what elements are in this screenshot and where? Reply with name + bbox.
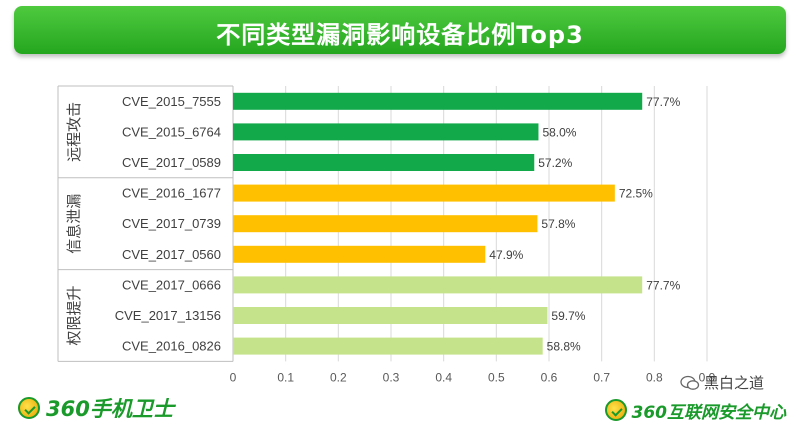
bar: [233, 337, 543, 355]
data-label: 58.0%: [542, 125, 576, 139]
x-tick-label: 0.5: [488, 370, 505, 384]
bar: [233, 215, 538, 233]
category-label: CVE_2017_0589: [122, 155, 221, 170]
data-label: 72.5%: [619, 187, 653, 201]
360-badge-icon: [18, 397, 40, 419]
bar: [233, 184, 615, 202]
x-tick-label: 0.1: [277, 370, 294, 384]
category-label: CVE_2016_1677: [122, 186, 221, 201]
title-banner: 不同类型漏洞影响设备比例Top3: [14, 6, 786, 54]
bar: [233, 92, 643, 110]
bar: [233, 123, 539, 141]
data-label: 77.7%: [646, 95, 680, 109]
category-label: CVE_2017_13156: [115, 308, 221, 323]
x-tick-label: 0.6: [541, 370, 558, 384]
category-label: CVE_2016_0826: [122, 339, 221, 354]
bar: [233, 276, 643, 294]
category-label: CVE_2017_0666: [122, 277, 221, 292]
bar: [233, 154, 535, 171]
data-label: 57.2%: [538, 156, 572, 170]
x-tick-label: 0.3: [383, 370, 400, 384]
logo-left-text: 360手机卫士: [46, 397, 174, 421]
category-label: CVE_2015_7555: [122, 94, 221, 109]
data-label: 47.9%: [489, 248, 523, 262]
group-label: 权限提升: [65, 285, 83, 345]
logo-right-text: 360互联网安全中心: [631, 402, 787, 423]
data-label: 59.7%: [551, 309, 585, 323]
category-label: CVE_2017_0560: [122, 247, 221, 262]
logo-360-security-center: 360互联网安全中心: [604, 396, 787, 424]
x-tick-label: 0.4: [435, 370, 452, 384]
data-label: 57.8%: [541, 217, 575, 231]
360-badge-icon: [604, 399, 627, 421]
logo-360-mobile-guard: 360手机卫士: [18, 393, 174, 423]
category-label: CVE_2015_6764: [122, 124, 221, 139]
bar: [233, 245, 486, 263]
page-title: 不同类型漏洞影响设备比例Top3: [216, 21, 584, 49]
x-tick-label: 0.2: [330, 370, 347, 384]
data-label: 77.7%: [646, 278, 680, 292]
watermark-text: 黑白之道: [704, 374, 765, 392]
x-tick-label: 0.8: [646, 370, 663, 384]
group-label: 信息泄漏: [65, 194, 83, 254]
group-label: 远程攻击: [65, 102, 83, 162]
bar: [233, 307, 548, 324]
watermark: 黑白之道: [680, 372, 764, 393]
x-tick-label: 0: [230, 370, 237, 384]
x-tick-label: 0.9: [699, 370, 716, 384]
data-label: 58.8%: [547, 340, 581, 354]
x-tick-label: 0.7: [593, 370, 610, 384]
category-label: CVE_2017_0739: [122, 216, 221, 231]
wechat-icon: [680, 375, 700, 390]
